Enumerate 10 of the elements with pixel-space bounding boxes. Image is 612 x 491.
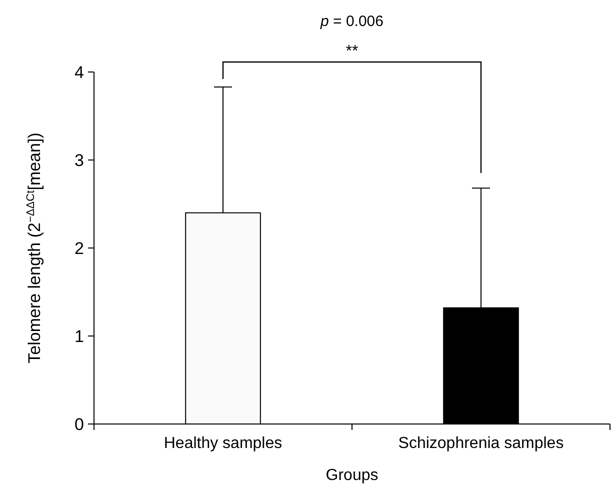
x-tick-label: Schizophrenia samples [398, 435, 564, 452]
x-tick-label: Healthy samples [164, 435, 282, 452]
bracket: ** [222, 43, 482, 173]
text: p = 0.006 [320, 13, 384, 30]
x-axis-title: Groups [326, 467, 378, 484]
y-tick-label: 0 [74, 414, 84, 434]
y-tick-label: 4 [74, 62, 84, 82]
y-tick-label: 1 [74, 326, 84, 346]
y-tick-label: 2 [74, 238, 84, 258]
y-tick-label: 3 [74, 150, 84, 170]
